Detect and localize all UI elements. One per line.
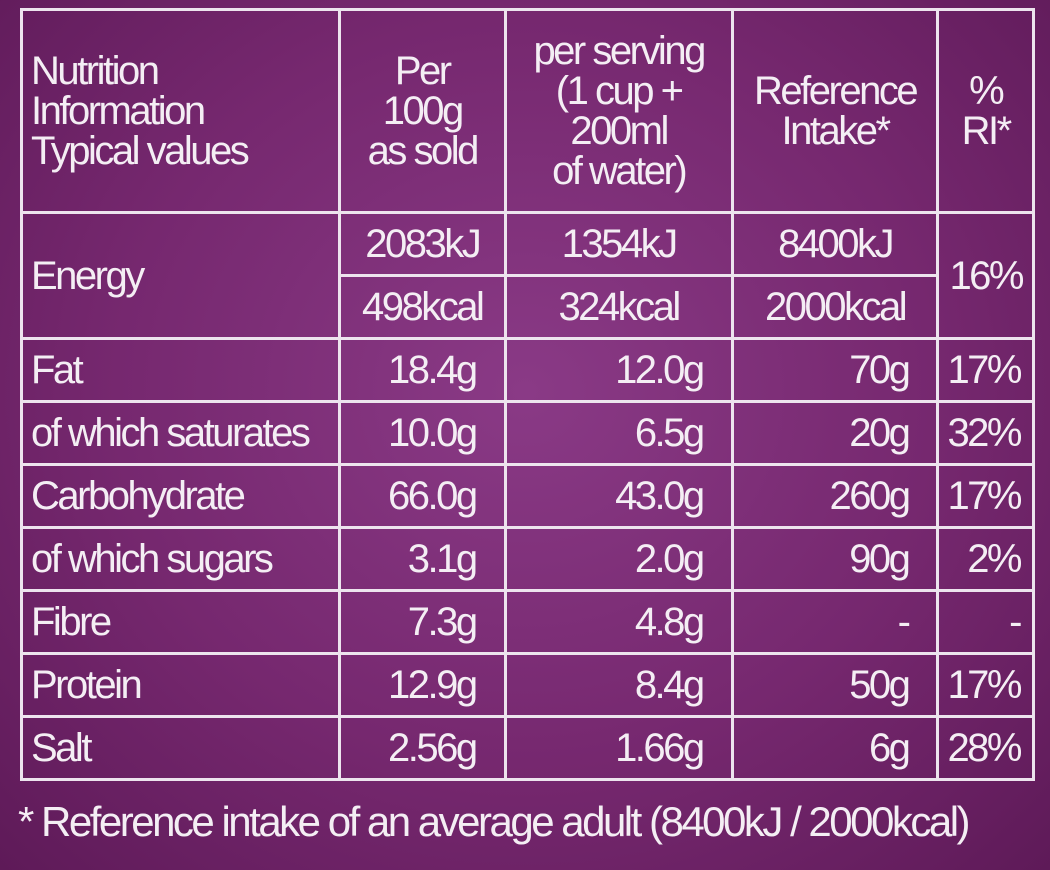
header-line: Information xyxy=(31,89,206,133)
per-100g-value: 66.0g xyxy=(337,463,507,529)
header-row: Nutrition Information Typical values Per… xyxy=(20,8,1035,214)
reference-intake-value: 90g xyxy=(730,526,940,592)
percent-ri-value: 17% xyxy=(936,463,1035,529)
nutrient-row: Protein 12.9g 8.4g 50g 17% xyxy=(20,652,1035,718)
percent-ri-value: 2% xyxy=(936,526,1035,592)
header-percent-ri: % RI* xyxy=(936,8,1035,214)
header-line: Reference xyxy=(754,69,919,113)
energy-kj-per100: 2083kJ xyxy=(337,211,507,277)
reference-intake-value: 50g xyxy=(730,652,940,718)
percent-ri-value: 17% xyxy=(936,337,1035,403)
reference-intake-value: 6g xyxy=(730,715,940,781)
per-100g-value: 12.9g xyxy=(337,652,507,718)
nutrient-row: of which sugars 3.1g 2.0g 90g 2% xyxy=(20,526,1035,592)
nutrient-label: Fibre xyxy=(20,589,341,655)
energy-kcal-per100: 498kcal xyxy=(337,274,507,340)
reference-intake-value: 70g xyxy=(730,337,940,403)
percent-ri-value: 28% xyxy=(936,715,1035,781)
per-100g-value: 10.0g xyxy=(337,400,507,466)
per-100g-value: 18.4g xyxy=(337,337,507,403)
header-line: of water) xyxy=(552,149,688,193)
energy-kj-row: Energy 2083kJ 1354kJ 8400kJ 16% xyxy=(20,211,1035,340)
per-100g-value: 2.56g xyxy=(337,715,507,781)
per-serving-value: 4.8g xyxy=(503,589,734,655)
percent-ri-value: 32% xyxy=(936,400,1035,466)
header-line: RI* xyxy=(961,109,1013,153)
header-line: Intake* xyxy=(781,109,892,153)
nutrient-row: Fat 18.4g 12.0g 70g 17% xyxy=(20,337,1035,403)
header-line: 100g xyxy=(382,89,464,133)
energy-label: Energy xyxy=(20,211,341,340)
nutrient-label: Protein xyxy=(20,652,341,718)
per-serving-value: 12.0g xyxy=(503,337,734,403)
header-line: 200ml xyxy=(570,109,669,153)
header-line: Nutrition xyxy=(31,49,160,93)
energy-kcal-serving: 324kcal xyxy=(503,274,734,340)
per-serving-value: 8.4g xyxy=(503,652,734,718)
per-serving-value: 1.66g xyxy=(503,715,734,781)
energy-kj-ref: 8400kJ xyxy=(730,211,940,277)
energy-kj-serving: 1354kJ xyxy=(503,211,734,277)
nutrient-label: of which saturates xyxy=(20,400,341,466)
header-line: as sold xyxy=(367,129,480,173)
header-line: % xyxy=(969,69,1005,113)
percent-ri-value: - xyxy=(936,589,1035,655)
header-per-100g: Per 100g as sold xyxy=(337,8,507,214)
header-line: Per xyxy=(394,49,452,93)
nutrient-row: of which saturates 10.0g 6.5g 20g 32% xyxy=(20,400,1035,466)
nutrient-row: Fibre 7.3g 4.8g - - xyxy=(20,589,1035,655)
energy-kcal-row: 498kcal 324kcal 2000kcal xyxy=(22,274,1034,340)
nutrient-label: of which sugars xyxy=(20,526,341,592)
reference-intake-value: 20g xyxy=(730,400,940,466)
nutrient-label: Salt xyxy=(20,715,341,781)
nutrient-row: Salt 2.56g 1.66g 6g 28% xyxy=(20,715,1035,781)
reference-intake-value: - xyxy=(730,589,940,655)
header-line: Typical values xyxy=(31,129,250,173)
per-serving-value: 43.0g xyxy=(503,463,734,529)
footnote: * Reference intake of an average adult (… xyxy=(18,798,971,845)
header-nutrition-info: Nutrition Information Typical values xyxy=(20,8,341,214)
reference-intake-value: 260g xyxy=(730,463,940,529)
per-serving-value: 2.0g xyxy=(503,526,734,592)
nutrient-row: Carbohydrate 66.0g 43.0g 260g 17% xyxy=(20,463,1035,529)
per-serving-value: 6.5g xyxy=(503,400,734,466)
per-100g-value: 7.3g xyxy=(337,589,507,655)
nutrient-label: Fat xyxy=(20,337,341,403)
header-line: (1 cup + xyxy=(555,69,684,113)
energy-kcal-ref: 2000kcal xyxy=(730,274,940,340)
header-reference-intake: Reference Intake* xyxy=(730,8,940,214)
energy-ri: 16% xyxy=(936,211,1035,340)
nutrition-table: Nutrition Information Typical values Per… xyxy=(20,8,1035,781)
per-100g-value: 3.1g xyxy=(337,526,507,592)
header-per-serving: per serving (1 cup + 200ml of water) xyxy=(503,8,734,214)
nutrient-label: Carbohydrate xyxy=(20,463,341,529)
percent-ri-value: 17% xyxy=(936,652,1035,718)
header-line: per serving xyxy=(533,29,706,73)
